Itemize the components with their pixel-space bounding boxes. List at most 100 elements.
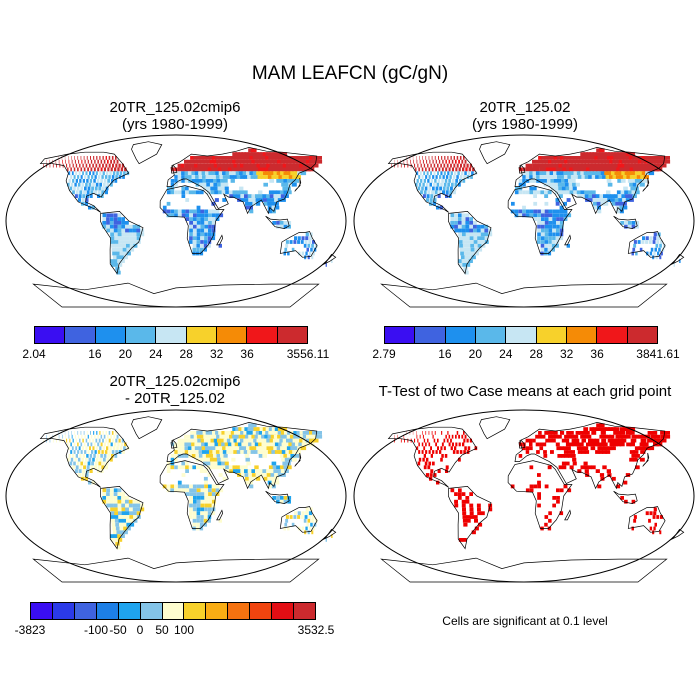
- grid-cell: [89, 454, 93, 458]
- grid-cell: [240, 194, 245, 198]
- grid-cell: [122, 175, 125, 179]
- grid-cell: [289, 159, 296, 164]
- grid-cell: [83, 431, 85, 435]
- map-panel-1: [5, 134, 347, 308]
- grid-cell: [293, 240, 297, 244]
- grid-cell: [462, 236, 467, 241]
- grid-cell: [283, 496, 288, 500]
- grid-cell: [250, 152, 256, 156]
- grid-cell: [114, 167, 117, 172]
- grid-cell: [204, 507, 208, 512]
- grid-cell: [211, 446, 216, 451]
- grid-cell: [518, 190, 523, 195]
- grid-cell: [522, 175, 526, 179]
- grid-cell: [598, 152, 604, 156]
- grid-cell: [589, 159, 595, 164]
- grid-cell: [94, 190, 97, 195]
- grid-cell: [423, 465, 427, 470]
- grid-cell: [481, 243, 486, 248]
- grid-cell: [583, 461, 588, 466]
- grid-cell: [185, 190, 189, 195]
- grid-cell: [110, 213, 114, 218]
- grid-cell: [635, 190, 640, 195]
- grid-cell: [190, 159, 194, 164]
- data-cells: [391, 148, 681, 275]
- grid-cell: [432, 186, 435, 191]
- grid-cell: [425, 182, 429, 187]
- grid-cell: [588, 175, 593, 179]
- coastline-eurasia: [514, 147, 666, 215]
- grid-cell: [285, 518, 289, 523]
- grid-cell: [109, 499, 114, 504]
- grid-cell: [565, 186, 570, 191]
- grid-cell: [617, 179, 623, 183]
- grid-cell: [559, 213, 564, 218]
- grid-cell: [488, 232, 493, 237]
- grid-cell: [529, 213, 534, 218]
- grid-cell: [240, 431, 245, 435]
- grid-cell: [633, 518, 637, 523]
- grid-cell: [609, 167, 615, 172]
- colorbar-cell: [445, 327, 476, 343]
- grid-cell: [431, 167, 434, 172]
- grid-cell: [226, 163, 232, 168]
- grid-cell: [117, 232, 122, 237]
- grid-cell: [278, 442, 284, 447]
- grid-cell: [635, 224, 639, 229]
- panel2-title-line1: 20TR_125.02: [479, 99, 571, 116]
- grid-cell: [634, 446, 641, 451]
- grid-cell: [478, 522, 483, 527]
- grid-cell: [108, 175, 111, 179]
- grid-cell: [111, 518, 116, 523]
- grid-cell: [120, 442, 124, 447]
- grid-cell: [647, 163, 653, 168]
- grid-cell: [113, 496, 118, 500]
- grid-cell: [591, 431, 597, 435]
- grid-cell: [271, 167, 277, 172]
- grid-cell: [559, 228, 564, 233]
- grid-cell: [71, 171, 74, 176]
- grid-cell: [627, 163, 633, 168]
- grid-cell: [461, 159, 464, 164]
- grid-cell: [279, 179, 285, 183]
- grid-cell: [537, 232, 541, 237]
- grid-cell: [537, 224, 541, 229]
- grid-cell: [299, 163, 305, 168]
- grid-cell: [87, 434, 89, 439]
- grid-cell: [286, 163, 292, 168]
- grid-cell: [272, 190, 278, 195]
- grid-cell: [430, 454, 433, 458]
- grid-cell: [580, 465, 585, 470]
- grid-cell: [514, 209, 519, 214]
- grid-cell: [286, 454, 292, 458]
- grid-cell: [274, 442, 281, 447]
- grid-cell: [522, 213, 526, 218]
- grid-cell: [427, 438, 429, 443]
- grid-cell: [115, 431, 117, 435]
- grid-cell: [81, 434, 83, 439]
- grid-cell: [117, 259, 122, 263]
- grid-cell: [97, 442, 100, 447]
- grid-cell: [84, 175, 87, 179]
- grid-cell: [58, 434, 60, 439]
- grid-cell: [95, 171, 98, 176]
- grid-cell: [437, 469, 441, 473]
- grid-cell: [310, 247, 313, 252]
- grid-cell: [205, 171, 209, 176]
- grid-cell: [522, 179, 526, 183]
- grid-cell: [65, 434, 66, 439]
- grid-cell: [249, 484, 254, 489]
- grid-cell: [117, 499, 122, 504]
- grid-cell: [66, 438, 68, 443]
- grid-cell: [195, 450, 199, 454]
- grid-cell: [424, 186, 428, 191]
- grid-cell: [204, 492, 209, 496]
- grid-cell: [99, 446, 102, 451]
- grid-cell: [174, 457, 178, 462]
- grid-cell: [307, 530, 310, 535]
- grid-cell: [438, 156, 439, 160]
- grid-cell: [314, 243, 318, 248]
- grid-cell: [591, 190, 596, 195]
- grid-cell: [277, 194, 282, 198]
- grid-cell: [295, 438, 302, 443]
